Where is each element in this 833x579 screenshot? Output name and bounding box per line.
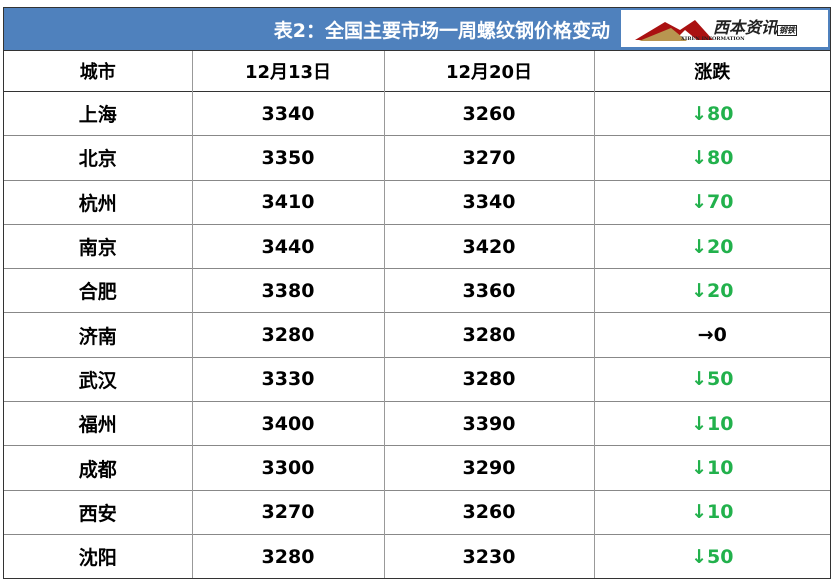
table-row: 沈阳 3280 3230 ↓50 — [4, 533, 830, 579]
price-date2-cell: 3260 — [383, 489, 594, 535]
change-cell: ↓20 — [593, 223, 830, 269]
city-cell: 武汉 — [4, 356, 192, 402]
logo-tag: 钢铁 — [777, 25, 798, 36]
city-cell: 北京 — [4, 135, 192, 181]
mountain-logo-icon — [635, 20, 713, 41]
price-date2-cell: 3390 — [383, 401, 594, 446]
table-row: 济南 3280 3280 →0 — [4, 312, 830, 358]
city-cell: 成都 — [4, 445, 192, 491]
price-date1-cell: 3280 — [191, 312, 384, 358]
column-header-date2: 12月20日 — [383, 51, 594, 92]
table-row: 西安 3270 3260 ↓10 — [4, 489, 830, 535]
title-bar: 表2：全国主要市场一周螺纹钢价格变动 西本资讯 钢铁 XIBEN INFORMAT… — [4, 8, 830, 51]
price-date2-cell: 3360 — [383, 268, 594, 313]
column-header-date1: 12月13日 — [191, 51, 384, 92]
price-date2-cell: 3340 — [383, 179, 594, 225]
city-cell: 南京 — [4, 223, 192, 269]
change-cell: ↓50 — [593, 533, 830, 579]
city-cell: 济南 — [4, 312, 192, 358]
price-date1-cell: 3350 — [191, 135, 384, 181]
change-cell: ↓10 — [593, 445, 830, 491]
change-cell: ↓70 — [593, 179, 830, 225]
city-cell: 沈阳 — [4, 533, 192, 579]
change-cell: →0 — [593, 312, 830, 358]
price-table-container: 表2：全国主要市场一周螺纹钢价格变动 西本资讯 钢铁 XIBEN INFORMAT… — [3, 7, 831, 579]
price-date1-cell: 3410 — [191, 179, 384, 225]
city-cell: 合肥 — [4, 268, 192, 313]
table-row: 福州 3400 3390 ↓10 — [4, 401, 830, 446]
city-cell: 西安 — [4, 489, 192, 535]
price-date1-cell: 3340 — [191, 90, 384, 136]
logo-name: 西本资讯 — [713, 18, 778, 37]
change-cell: ↓50 — [593, 356, 830, 402]
price-date1-cell: 3440 — [191, 223, 384, 269]
price-date1-cell: 3300 — [191, 445, 384, 491]
price-table: 城市 12月13日 12月20日 涨跌 上海 3340 3260 ↓80 北京 3350 3… — [4, 51, 830, 579]
change-cell: ↓20 — [593, 268, 830, 313]
price-date2-cell: 3420 — [383, 223, 594, 269]
city-cell: 上海 — [4, 90, 192, 136]
table-row: 合肥 3380 3360 ↓20 — [4, 268, 830, 313]
column-header-city: 城市 — [79, 62, 116, 83]
city-cell: 杭州 — [4, 179, 192, 225]
change-cell: ↓80 — [593, 90, 830, 136]
table-row: 北京 3350 3270 ↓80 — [4, 135, 830, 181]
price-date2-cell: 3270 — [383, 135, 594, 181]
table-row: 南京 3440 3420 ↓20 — [4, 223, 830, 269]
xiben-logo: 西本资讯 钢铁 XIBEN INFORMATION — [621, 10, 828, 47]
column-header-change: 涨跌 — [593, 51, 830, 92]
price-date2-cell: 3290 — [383, 445, 594, 491]
price-date1-cell: 3280 — [191, 533, 384, 579]
table-row: 成都 3300 3290 ↓10 — [4, 445, 830, 491]
change-cell: ↓10 — [593, 489, 830, 535]
city-cell: 福州 — [4, 401, 192, 446]
price-date1-cell: 3400 — [191, 401, 384, 446]
table-row: 杭州 3410 3340 ↓70 — [4, 179, 830, 225]
change-cell: ↓10 — [593, 401, 830, 446]
table-title: 表2：全国主要市场一周螺纹钢价格变动 — [273, 20, 610, 42]
header-row: 城市 12月13日 12月20日 涨跌 — [4, 51, 830, 92]
table-row: 上海 3340 3260 ↓80 — [4, 90, 830, 136]
table-row: 武汉 3330 3280 ↓50 — [4, 356, 830, 402]
change-cell: ↓80 — [593, 135, 830, 181]
price-date1-cell: 3330 — [191, 356, 384, 402]
price-date2-cell: 3260 — [383, 90, 594, 136]
price-date2-cell: 3280 — [383, 356, 594, 402]
price-date1-cell: 3270 — [191, 489, 384, 535]
logo-subtitle: XIBEN INFORMATION — [681, 36, 745, 42]
price-date2-cell: 3230 — [383, 533, 594, 579]
price-date2-cell: 3280 — [383, 312, 594, 358]
price-date1-cell: 3380 — [191, 268, 384, 313]
